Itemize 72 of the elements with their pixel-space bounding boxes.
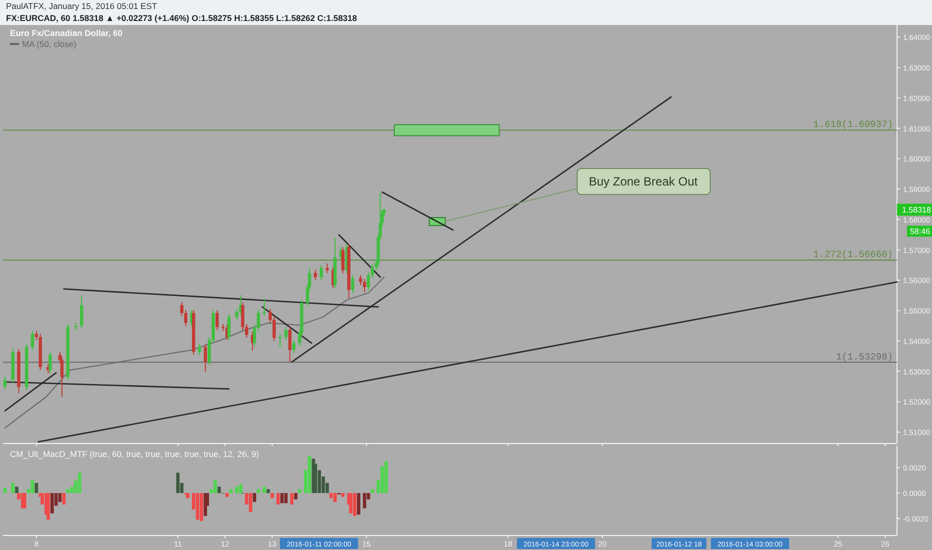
bar xyxy=(329,493,333,498)
bar xyxy=(384,461,388,494)
bar xyxy=(15,486,18,494)
bar xyxy=(66,489,70,494)
bar xyxy=(58,493,62,502)
candlestick xyxy=(30,330,34,351)
candlestick xyxy=(48,351,52,374)
candlestick xyxy=(366,271,370,291)
candlestick xyxy=(198,343,202,356)
chart-title: Euro Fx/Canadian Dollar, 60 xyxy=(10,28,123,38)
candlestick xyxy=(292,340,296,354)
bar xyxy=(200,493,204,522)
bar xyxy=(356,493,360,515)
bar xyxy=(217,486,221,494)
candlestick xyxy=(320,264,323,281)
candlestick xyxy=(252,324,256,347)
bar xyxy=(78,472,82,494)
candlestick xyxy=(3,376,7,390)
bar xyxy=(362,493,366,508)
bar xyxy=(290,493,294,504)
text: FX:EURCAD, 60 1.58318 ▲ +0.02273 (+1.46%) O:1.58275 H:1.58355 L:1.58262 C:1.58318 xyxy=(6,13,358,23)
candlestick xyxy=(370,264,374,279)
candlestick xyxy=(351,274,354,294)
ref-line-label: 1(1.53298) xyxy=(836,351,893,362)
candlestick xyxy=(284,326,288,341)
chart-title: CM_Ult_MacD_MTF (true, 60, true, true, true, true, true, 12, 26, 9) xyxy=(10,449,260,459)
candlestick xyxy=(341,246,345,274)
text: 1.58318 xyxy=(902,206,932,215)
candlestick xyxy=(326,262,329,274)
ref-line-label: 1.618(1.60937) xyxy=(813,119,893,130)
candlestick xyxy=(216,309,219,330)
bar xyxy=(62,493,66,504)
bar xyxy=(266,489,270,494)
candlestick xyxy=(227,313,231,341)
candlestick xyxy=(262,298,266,317)
bar xyxy=(176,472,180,494)
bar xyxy=(225,493,229,497)
ref-line-label: 1.272(1.56660) xyxy=(813,249,893,260)
bar xyxy=(276,493,280,504)
bar xyxy=(46,493,50,520)
chart-subtitle: PaulATFX, January 15, 2016 05:01 EST xyxy=(6,1,158,11)
bar xyxy=(341,493,345,497)
bar xyxy=(239,484,242,494)
bar xyxy=(11,482,14,494)
candlestick xyxy=(272,316,276,342)
bar xyxy=(262,486,266,494)
bar xyxy=(349,493,352,514)
bar xyxy=(50,493,54,514)
bar xyxy=(186,493,190,498)
bar xyxy=(298,489,302,494)
candlestick xyxy=(256,309,260,332)
bar xyxy=(370,489,374,494)
bar xyxy=(229,489,233,494)
text: 58:46 xyxy=(910,227,931,236)
candlestick xyxy=(359,274,362,286)
candlestick xyxy=(204,343,207,372)
candlestick xyxy=(288,326,292,363)
bar xyxy=(252,493,256,502)
bar xyxy=(308,456,312,494)
candlestick xyxy=(278,333,282,348)
annotation: Buy Zone Break Out xyxy=(588,174,698,189)
candlestick xyxy=(80,294,84,330)
bar xyxy=(333,493,337,502)
bar xyxy=(294,493,298,500)
legend-label: MA (50, close) xyxy=(22,39,76,49)
bar xyxy=(270,493,274,498)
candlestick xyxy=(362,278,366,293)
bar xyxy=(235,486,238,494)
bar xyxy=(34,482,38,494)
bar xyxy=(353,493,356,516)
bar xyxy=(256,489,260,494)
bar xyxy=(214,480,217,494)
